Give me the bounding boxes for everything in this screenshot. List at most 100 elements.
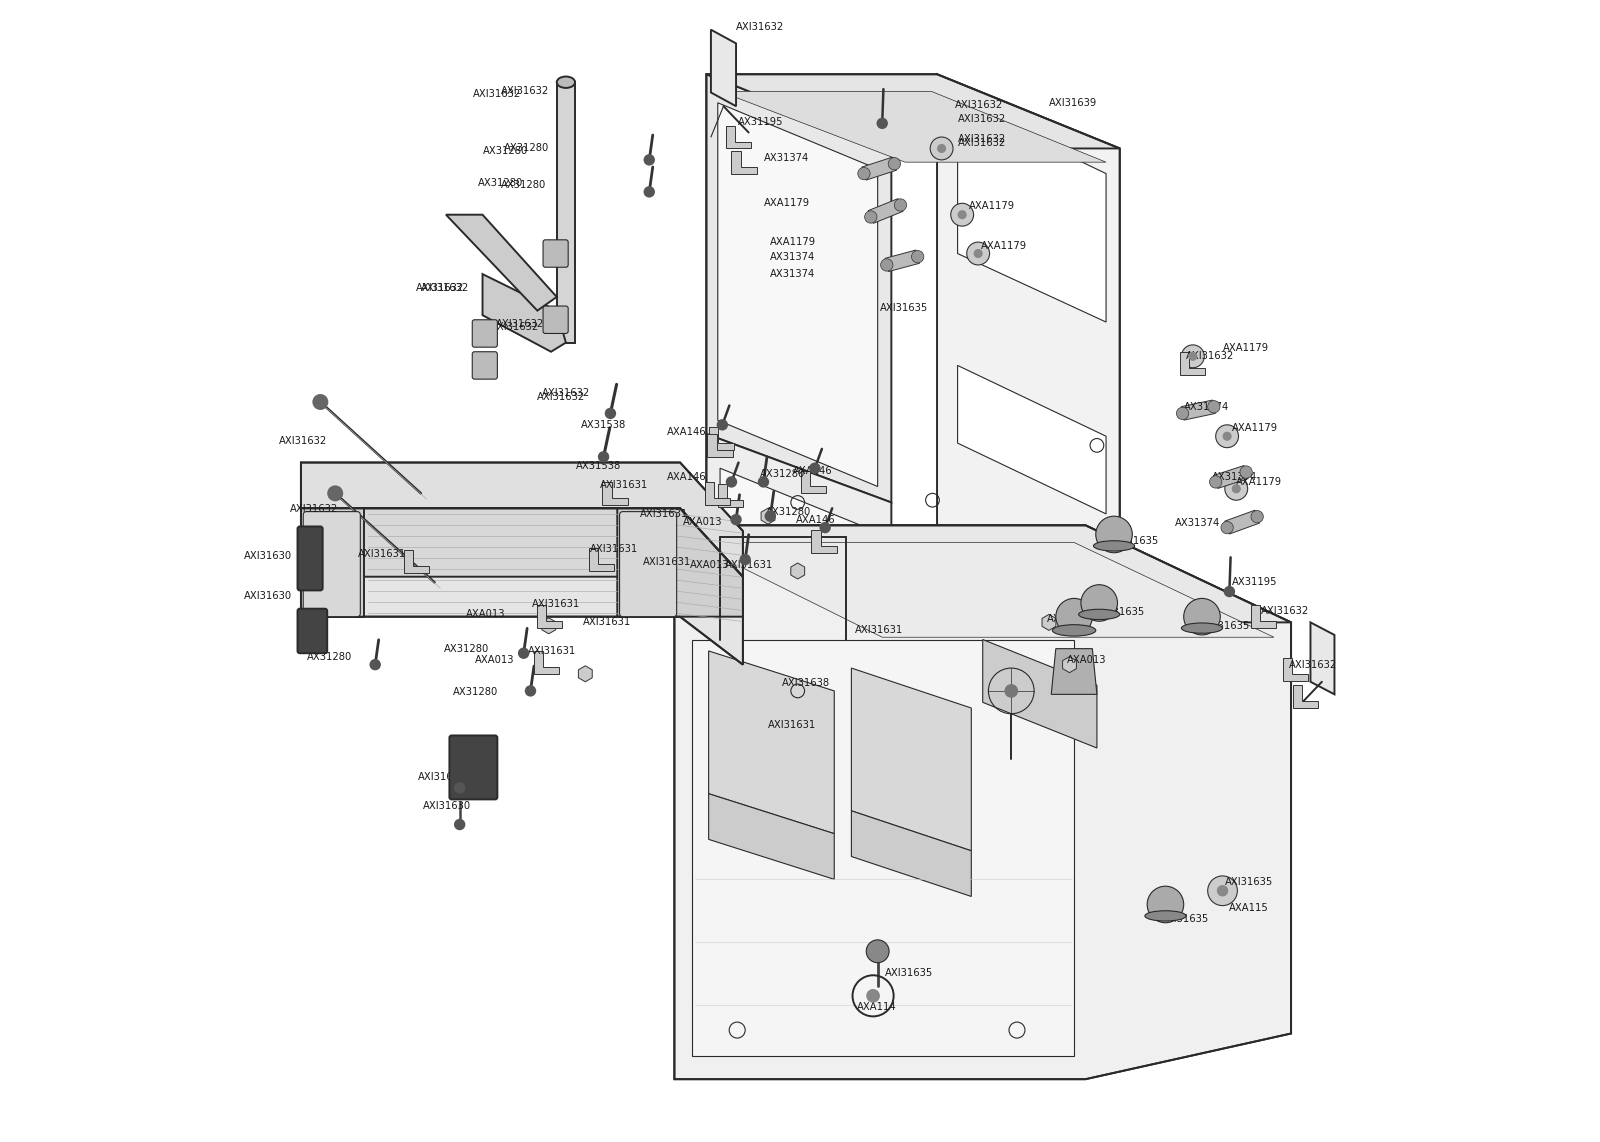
Polygon shape bbox=[1042, 614, 1056, 630]
Circle shape bbox=[717, 419, 728, 431]
Ellipse shape bbox=[1093, 540, 1134, 552]
Text: AXA1179: AXA1179 bbox=[1237, 477, 1282, 486]
Circle shape bbox=[730, 514, 742, 525]
Text: AXI31631: AXI31631 bbox=[582, 618, 630, 627]
Circle shape bbox=[1210, 476, 1222, 488]
Text: AXA1179: AXA1179 bbox=[770, 238, 816, 247]
Text: AXI31631: AXI31631 bbox=[590, 545, 638, 554]
Polygon shape bbox=[674, 525, 1291, 622]
Text: AXA013: AXA013 bbox=[690, 561, 730, 570]
Text: AX31280: AX31280 bbox=[760, 469, 805, 478]
Polygon shape bbox=[731, 151, 757, 174]
Polygon shape bbox=[706, 482, 730, 505]
Circle shape bbox=[739, 554, 750, 565]
Polygon shape bbox=[851, 811, 971, 896]
Polygon shape bbox=[851, 668, 971, 851]
Text: AXI31638: AXI31638 bbox=[782, 678, 830, 687]
Polygon shape bbox=[957, 365, 1106, 514]
Circle shape bbox=[866, 989, 880, 1003]
Text: AXA146: AXA146 bbox=[667, 473, 706, 482]
Text: AX31538: AX31538 bbox=[576, 461, 621, 471]
Circle shape bbox=[598, 451, 610, 463]
Polygon shape bbox=[1224, 510, 1259, 534]
Circle shape bbox=[930, 137, 954, 160]
Text: AXI31632: AXI31632 bbox=[491, 322, 539, 331]
Polygon shape bbox=[691, 640, 1074, 1056]
Text: AXI31632: AXI31632 bbox=[278, 436, 328, 445]
Polygon shape bbox=[301, 508, 742, 577]
Circle shape bbox=[877, 118, 888, 129]
Polygon shape bbox=[707, 434, 733, 457]
Polygon shape bbox=[706, 74, 891, 502]
FancyBboxPatch shape bbox=[298, 526, 323, 590]
Polygon shape bbox=[802, 471, 826, 493]
Circle shape bbox=[810, 463, 821, 474]
Polygon shape bbox=[790, 563, 805, 579]
Text: AXI31630: AXI31630 bbox=[422, 802, 470, 811]
Text: AX31280: AX31280 bbox=[453, 687, 499, 697]
Text: AXI31635: AXI31635 bbox=[1226, 877, 1274, 886]
FancyBboxPatch shape bbox=[542, 240, 568, 267]
Text: AX31280: AX31280 bbox=[766, 507, 811, 516]
Text: AX31374: AX31374 bbox=[1213, 473, 1258, 482]
Circle shape bbox=[1208, 876, 1237, 906]
Polygon shape bbox=[534, 651, 558, 674]
Circle shape bbox=[1226, 477, 1248, 500]
Circle shape bbox=[880, 259, 893, 271]
Polygon shape bbox=[1310, 622, 1334, 694]
Polygon shape bbox=[762, 508, 774, 524]
FancyBboxPatch shape bbox=[472, 352, 498, 379]
Text: AXI31635: AXI31635 bbox=[1110, 537, 1158, 546]
Polygon shape bbox=[1181, 400, 1216, 420]
Polygon shape bbox=[446, 215, 557, 311]
Circle shape bbox=[858, 168, 870, 179]
Polygon shape bbox=[862, 158, 896, 180]
Text: AX31280: AX31280 bbox=[307, 652, 352, 661]
Text: AXI31632: AXI31632 bbox=[736, 23, 784, 32]
Polygon shape bbox=[957, 103, 1106, 322]
Text: AXA1179: AXA1179 bbox=[970, 201, 1014, 210]
Polygon shape bbox=[885, 250, 920, 272]
Polygon shape bbox=[811, 530, 837, 553]
Text: AXA013: AXA013 bbox=[466, 610, 506, 619]
Text: AXA013: AXA013 bbox=[1046, 614, 1086, 624]
Text: AXA1179: AXA1179 bbox=[763, 199, 810, 208]
Text: AXA013: AXA013 bbox=[1067, 656, 1107, 665]
Text: AXI31632: AXI31632 bbox=[496, 320, 544, 329]
Text: AXI31632: AXI31632 bbox=[957, 138, 1006, 147]
Text: AXI31632: AXI31632 bbox=[421, 283, 469, 292]
Ellipse shape bbox=[1181, 624, 1222, 633]
Polygon shape bbox=[1293, 685, 1318, 708]
FancyBboxPatch shape bbox=[298, 609, 328, 653]
Text: AXI31632: AXI31632 bbox=[955, 100, 1003, 110]
Text: AXA114: AXA114 bbox=[858, 1003, 896, 1012]
Polygon shape bbox=[618, 508, 742, 617]
Text: AXI31632: AXI31632 bbox=[416, 283, 464, 292]
Polygon shape bbox=[691, 542, 1274, 637]
Text: AXI31635: AXI31635 bbox=[880, 304, 928, 313]
Text: AXI31631: AXI31631 bbox=[643, 557, 691, 566]
Text: AX31280: AX31280 bbox=[478, 178, 523, 187]
Circle shape bbox=[328, 485, 344, 501]
Polygon shape bbox=[483, 274, 566, 352]
Text: AXI31632: AXI31632 bbox=[957, 135, 1006, 144]
Circle shape bbox=[1208, 401, 1221, 413]
Polygon shape bbox=[1283, 658, 1309, 681]
Circle shape bbox=[864, 211, 877, 223]
Polygon shape bbox=[301, 508, 363, 617]
Circle shape bbox=[525, 685, 536, 697]
Text: AXI31631: AXI31631 bbox=[600, 481, 648, 490]
Circle shape bbox=[1251, 510, 1264, 523]
Text: AXI31631: AXI31631 bbox=[725, 561, 773, 570]
Circle shape bbox=[1005, 684, 1018, 698]
Circle shape bbox=[643, 154, 654, 166]
Polygon shape bbox=[403, 550, 429, 573]
Text: AX31374: AX31374 bbox=[763, 153, 808, 162]
Polygon shape bbox=[1213, 466, 1248, 489]
Circle shape bbox=[312, 394, 328, 410]
Text: AXI31635: AXI31635 bbox=[885, 968, 933, 978]
Text: AXI31630: AXI31630 bbox=[243, 552, 291, 561]
Polygon shape bbox=[674, 525, 1291, 1079]
Text: AXA146: AXA146 bbox=[794, 466, 832, 475]
Circle shape bbox=[605, 408, 616, 419]
